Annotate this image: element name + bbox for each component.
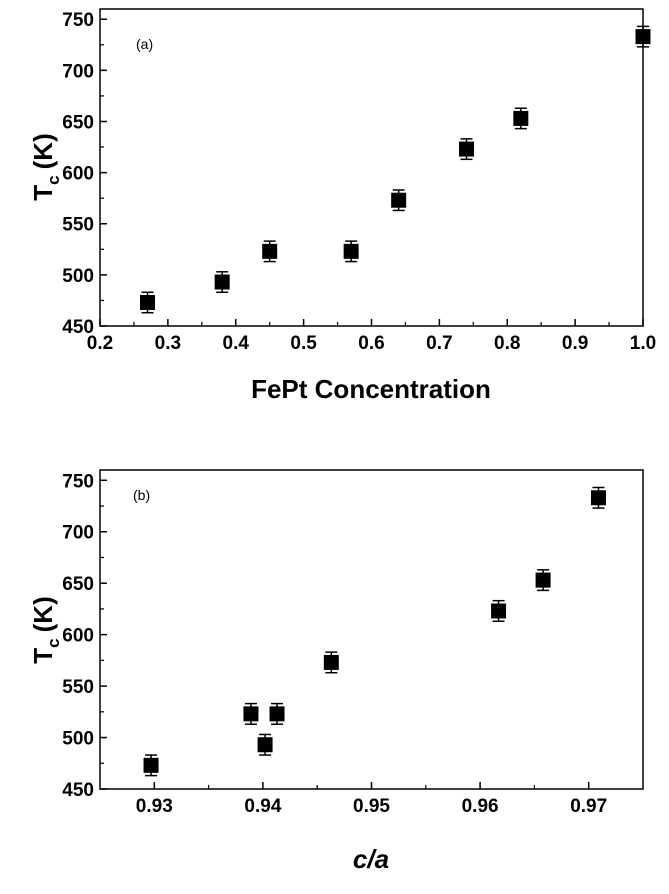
y-axis-label-symbol: T	[28, 648, 58, 664]
square-marker	[535, 572, 551, 588]
panel-a: (a) 0.2 0.3 0.4 0.5 0.6 0.7 0.8 0.9 1.0 450 500 55…	[28, 8, 656, 404]
square-marker	[262, 243, 278, 259]
y-axis-label-unit: (K)	[28, 133, 58, 169]
data-point	[140, 291, 156, 314]
x-tick-label: 0.7	[426, 333, 452, 354]
y-axis-label-subscript: c	[44, 175, 63, 184]
y-tick-label: 500	[62, 266, 94, 287]
panel-label: (b)	[133, 487, 150, 503]
data-points	[143, 486, 606, 777]
x-tick-label: 0.3	[155, 333, 181, 354]
x-tick-label: 0.93	[136, 796, 173, 817]
data-points	[140, 25, 651, 314]
square-marker	[513, 110, 529, 126]
x-tick-label: 0.96	[462, 796, 499, 817]
data-point	[269, 702, 285, 725]
x-axis-ticks: 0.93 0.94 0.95 0.96 0.97	[136, 782, 607, 817]
y-tick-label: 750	[62, 10, 94, 31]
square-marker	[269, 706, 285, 722]
x-axis-label: c/a	[353, 844, 389, 874]
data-point	[590, 486, 606, 509]
x-tick-label: 0.94	[244, 796, 281, 817]
plot-frame	[99, 469, 644, 790]
y-tick-label: 650	[62, 112, 94, 133]
y-tick-label: 600	[62, 626, 94, 647]
panel-b: (b) 0.93 0.94 0.95 0.96 0.97 450 500 550 600 650…	[28, 469, 644, 874]
square-marker	[635, 29, 651, 45]
square-marker	[343, 243, 359, 259]
data-point	[343, 240, 359, 263]
panel-label: (a)	[136, 36, 153, 52]
x-tick-label: 0.2	[87, 333, 113, 354]
square-marker	[459, 141, 475, 157]
data-point	[391, 189, 407, 212]
x-tick-label: 0.6	[358, 333, 384, 354]
x-tick-label: 1.0	[630, 333, 656, 354]
x-tick-label: 0.97	[570, 796, 607, 817]
data-point	[214, 271, 230, 294]
y-axis-ticks: 450 500 550 600 650 700 750	[62, 10, 107, 338]
data-point	[635, 25, 651, 48]
y-tick-label: 550	[62, 215, 94, 236]
square-marker	[391, 192, 407, 208]
data-point	[243, 702, 259, 725]
y-tick-label: 700	[62, 523, 94, 544]
square-marker	[590, 490, 606, 506]
x-axis-label: FePt Concentration	[251, 374, 491, 404]
y-axis-label-symbol: T	[28, 185, 58, 201]
square-marker	[214, 274, 230, 290]
y-tick-label: 600	[62, 164, 94, 185]
plot-frame	[99, 8, 644, 327]
y-tick-label: 700	[62, 61, 94, 82]
y-tick-label: 750	[62, 471, 94, 492]
y-tick-label: 650	[62, 574, 94, 595]
y-axis-label: Tc (K)	[28, 596, 63, 663]
square-marker	[323, 654, 339, 670]
y-axis-label-unit: (K)	[28, 596, 58, 632]
x-axis-ticks: 0.2 0.3 0.4 0.5 0.6 0.7 0.8 0.9 1.0	[87, 319, 656, 354]
data-point	[262, 240, 278, 263]
x-tick-label: 0.8	[494, 333, 520, 354]
square-marker	[140, 294, 156, 310]
data-point	[491, 599, 507, 623]
y-tick-label: 450	[62, 317, 94, 338]
data-point	[323, 651, 339, 674]
data-point	[257, 733, 273, 756]
y-axis-label: Tc (K)	[28, 133, 63, 200]
y-tick-label: 450	[62, 780, 94, 801]
square-marker	[243, 706, 259, 722]
x-tick-label: 0.95	[353, 796, 390, 817]
square-marker	[143, 757, 159, 773]
data-point	[143, 754, 159, 777]
x-tick-label: 0.5	[290, 333, 317, 354]
y-tick-label: 500	[62, 729, 94, 750]
y-axis-ticks: 450 500 550 600 650 700 750	[62, 471, 107, 801]
data-point	[513, 107, 529, 130]
x-tick-label: 0.9	[562, 333, 588, 354]
square-marker	[491, 603, 507, 619]
square-marker	[257, 737, 273, 753]
y-tick-label: 550	[62, 677, 94, 698]
data-point	[535, 569, 551, 592]
y-axis-label-subscript: c	[44, 638, 63, 647]
x-tick-label: 0.4	[223, 333, 250, 354]
data-point	[459, 138, 475, 161]
